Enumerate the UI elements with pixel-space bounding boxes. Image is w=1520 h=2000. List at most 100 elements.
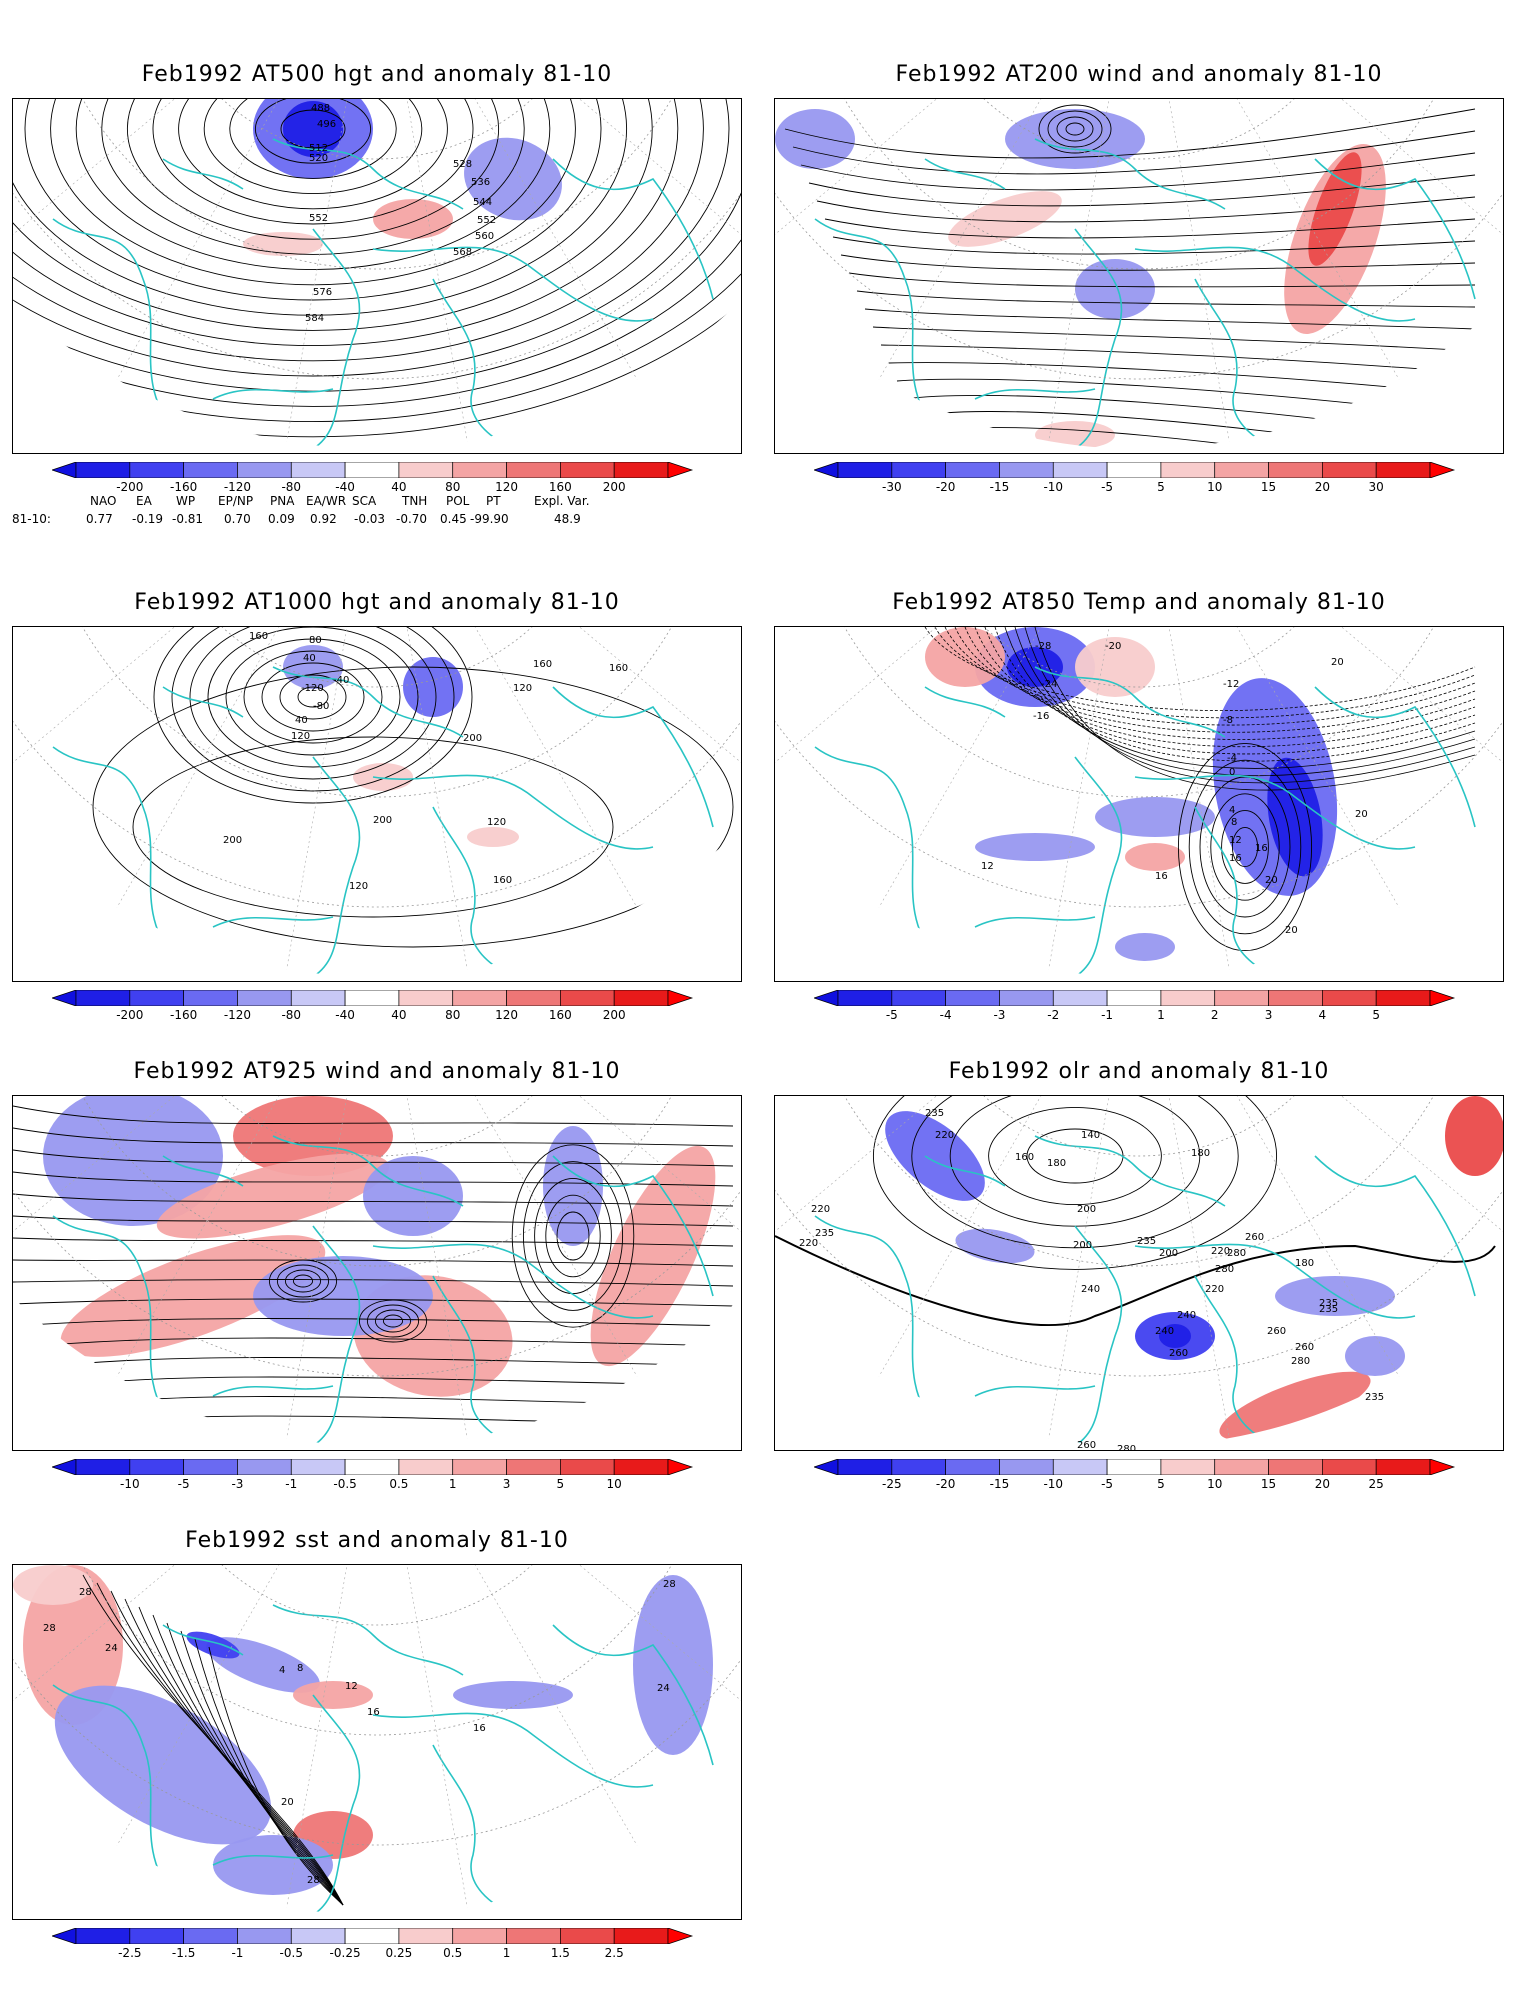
colorbar-segment bbox=[290, 1458, 346, 1476]
coastline bbox=[1194, 1275, 1276, 1447]
coastline bbox=[272, 1135, 464, 1207]
colorbar-high-arrow bbox=[1429, 989, 1456, 1007]
contour-label: 16 bbox=[1255, 843, 1268, 854]
coastline bbox=[924, 158, 1006, 190]
contour-label: 200 bbox=[1077, 1204, 1096, 1215]
anomaly-shading bbox=[353, 763, 413, 791]
meridian bbox=[836, 1096, 1042, 1450]
colorbar-tick-label: 0.5 bbox=[443, 1946, 463, 1960]
teleconnection-header: PNA bbox=[270, 494, 295, 508]
anomaly-shading bbox=[948, 191, 1062, 247]
contour-line bbox=[132, 736, 614, 918]
colorbar-tick-label: -80 bbox=[281, 480, 302, 494]
colorbar-segment bbox=[837, 989, 893, 1007]
meridian bbox=[1341, 627, 1503, 763]
hemisphere-mask bbox=[775, 99, 1503, 453]
colorbar-segment bbox=[129, 1458, 184, 1476]
streamline bbox=[888, 362, 1476, 396]
streamline bbox=[840, 254, 1476, 271]
coastline bbox=[552, 1155, 714, 1297]
teleconnection-row-label: 81-10: bbox=[12, 512, 51, 526]
contour-line bbox=[292, 1274, 314, 1288]
map-sst: 28 28 24 12 4 8 16 20 16 24 28 28 bbox=[13, 1565, 741, 1919]
colorbar-labels: -200 -160 -120 -80 -40 40 80 120 160 200 bbox=[52, 1008, 692, 1024]
meridian bbox=[74, 627, 280, 981]
colorbar-segment bbox=[1106, 989, 1162, 1007]
coastline bbox=[162, 1155, 244, 1187]
teleconnection-value: 0.45 bbox=[440, 512, 467, 526]
anomaly-shading bbox=[467, 827, 519, 847]
teleconnection-value: 0.70 bbox=[224, 512, 251, 526]
contour-line bbox=[13, 273, 741, 422]
colorbar-tick-label: 80 bbox=[445, 480, 461, 494]
coastline bbox=[1034, 1135, 1226, 1207]
colorbar-tick-label: 15 bbox=[1260, 480, 1277, 494]
contour-label: 120 bbox=[291, 731, 310, 742]
colorbar-tick-label: 20 bbox=[1314, 480, 1330, 494]
coastline bbox=[372, 1243, 654, 1319]
colorbar-tick-label: -4 bbox=[939, 1008, 952, 1022]
colorbar-segment bbox=[1375, 1458, 1431, 1476]
colorbar-high-arrow bbox=[667, 461, 694, 479]
colorbar-high-arrow bbox=[1429, 461, 1456, 479]
colorbar bbox=[50, 461, 694, 479]
colorbar-high-arrow bbox=[667, 989, 694, 1007]
coastline bbox=[814, 1215, 936, 1427]
contour-line bbox=[203, 99, 423, 195]
streamline bbox=[13, 1279, 734, 1287]
coastline bbox=[212, 916, 334, 928]
teleconnection-value: 0.92 bbox=[310, 512, 337, 526]
contour-label: 220 bbox=[1211, 1246, 1230, 1257]
contour-line bbox=[1231, 826, 1259, 868]
coastline bbox=[552, 158, 714, 300]
contour-label: -16 bbox=[1033, 711, 1049, 722]
coastline bbox=[1194, 806, 1276, 978]
colorbar-segment bbox=[1052, 461, 1108, 479]
contour-line bbox=[775, 1235, 1496, 1326]
coastline bbox=[1134, 1243, 1416, 1319]
colorbar-segment bbox=[1214, 1458, 1269, 1476]
colorbar-segment bbox=[613, 1458, 669, 1476]
colorbar-segment bbox=[613, 1927, 669, 1945]
colorbar-tick-label: 5 bbox=[1372, 1008, 1380, 1022]
contour-label: 16 bbox=[1229, 853, 1242, 864]
contour-label: 536 bbox=[471, 177, 490, 188]
colorbar-segment bbox=[560, 1458, 615, 1476]
contour-label: 200 bbox=[463, 733, 482, 744]
hemisphere-mask bbox=[13, 99, 741, 453]
contour-label: 8 bbox=[297, 1663, 303, 1674]
colorbar-tick-label: -80 bbox=[281, 1008, 302, 1022]
contour-label: 4 bbox=[1229, 805, 1235, 816]
colorbar-tick-label: -1.5 bbox=[171, 1946, 196, 1960]
colorbar-tick-label: -10 bbox=[1043, 480, 1064, 494]
colorbar-segment bbox=[75, 461, 131, 479]
colorbar-segment bbox=[452, 1458, 507, 1476]
teleconnection-header: Expl. Var. bbox=[534, 494, 590, 508]
coastline bbox=[974, 388, 1096, 400]
streamline bbox=[13, 1237, 734, 1247]
colorbar-tick-label: -20 bbox=[935, 480, 956, 494]
meridian bbox=[284, 1096, 348, 1450]
contour-label: 16 bbox=[367, 1707, 380, 1718]
anomaly-shading bbox=[54, 1685, 272, 1845]
meridian bbox=[1168, 627, 1232, 981]
colorbar-segment bbox=[75, 1927, 131, 1945]
contour-line bbox=[924, 627, 1476, 711]
anomaly-shading bbox=[373, 199, 453, 239]
contour-line bbox=[254, 99, 372, 164]
contour-line bbox=[189, 627, 437, 780]
colorbar-tick-label: -10 bbox=[1043, 1477, 1064, 1491]
contour-label: 200 bbox=[373, 815, 392, 826]
colorbar-tick-label: -2 bbox=[1047, 1008, 1060, 1022]
colorbar-tick-label: 10 bbox=[1207, 480, 1223, 494]
contour-line bbox=[374, 1309, 412, 1333]
contour-label: 200 bbox=[223, 835, 242, 846]
latitude-circle bbox=[775, 192, 1503, 380]
colorbar-tick-label: -5 bbox=[177, 1477, 190, 1491]
coastline bbox=[372, 774, 654, 850]
anomaly-shading bbox=[885, 1111, 985, 1201]
colorbar-tick-label: 20 bbox=[1314, 1477, 1330, 1491]
contour-label: 120 bbox=[513, 683, 532, 694]
colorbar-segment bbox=[344, 989, 400, 1007]
colorbar-high-arrow bbox=[1429, 1458, 1456, 1476]
